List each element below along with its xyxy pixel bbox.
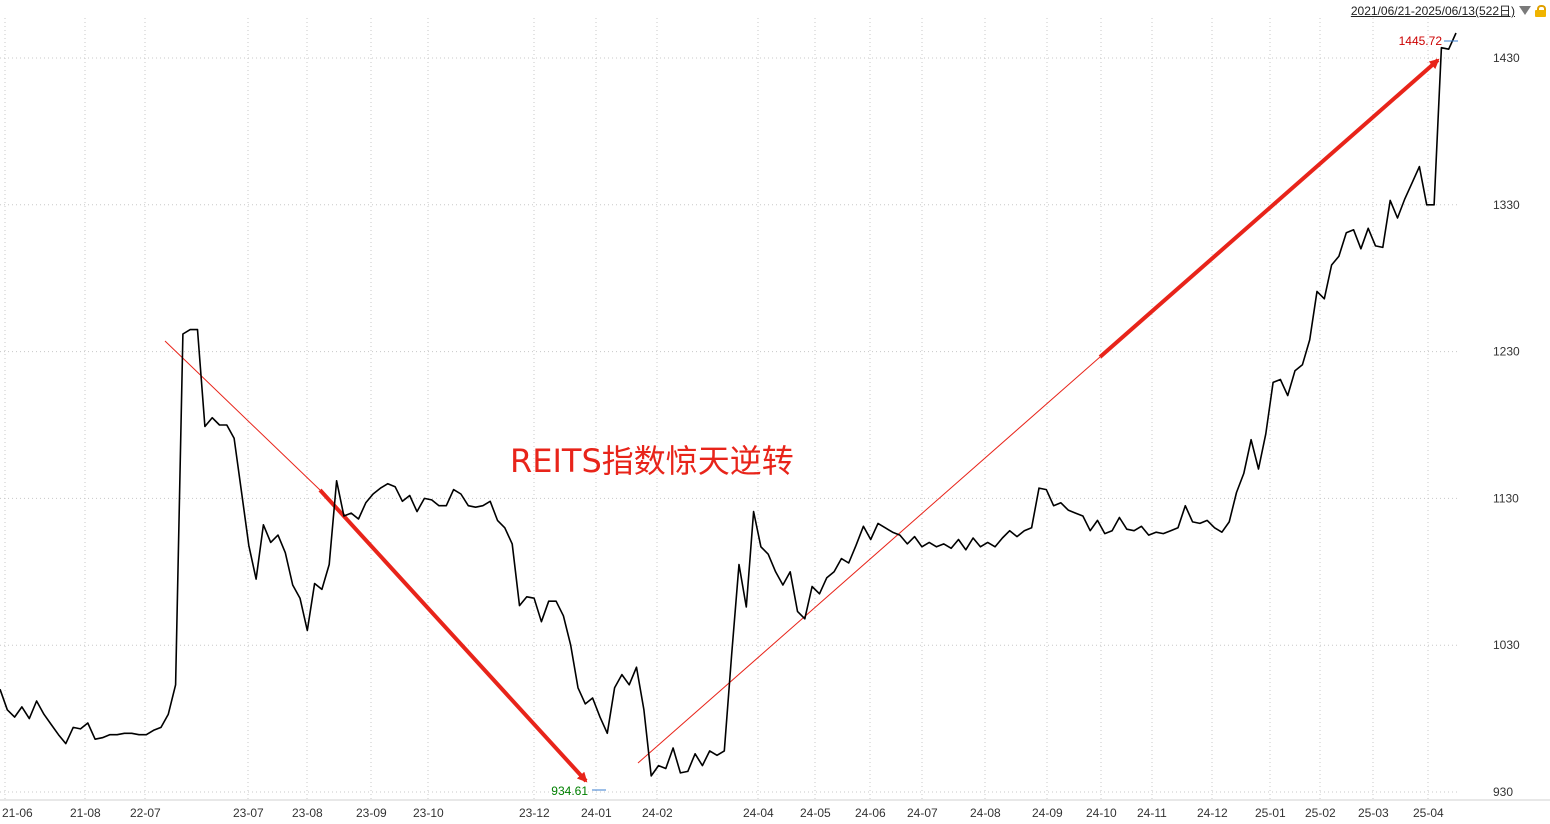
x-tick-label: 24-10 [1086, 806, 1117, 820]
x-tick-label: 24-02 [642, 806, 673, 820]
x-tick-label: 24-12 [1197, 806, 1228, 820]
date-range-bar: 2021/06/21-2025/06/13(522日) [1351, 2, 1546, 19]
x-tick-label: 25-03 [1358, 806, 1389, 820]
min-value-label: 934.61 [551, 784, 588, 798]
max-value-label: 1445.72 [1399, 34, 1443, 48]
x-tick-label: 25-02 [1305, 806, 1336, 820]
y-axis: 930 1030 1130 1230 1330 1430 [1493, 51, 1520, 799]
max-marker: 1445.72 [1399, 34, 1458, 48]
x-tick-label: 21-08 [70, 806, 101, 820]
annotation-title: REITS指数惊天逆转 [510, 442, 794, 480]
x-tick-label: 23-09 [356, 806, 387, 820]
x-tick-label: 25-04 [1413, 806, 1444, 820]
down-trend-arrow [318, 488, 588, 783]
x-axis: 21-06 21-08 22-07 23-07 23-08 23-09 23-10 23-12… [2, 806, 1444, 820]
up-trend-arrow [1098, 58, 1440, 359]
x-tick-label: 24-01 [581, 806, 612, 820]
price-line [0, 32, 1457, 777]
x-tick-label: 23-10 [413, 806, 444, 820]
x-tick-label: 24-11 [1137, 806, 1167, 820]
x-tick-label: 23-12 [519, 806, 550, 820]
unlock-icon[interactable] [1535, 4, 1546, 17]
y-tick-label: 1130 [1493, 491, 1519, 505]
x-tick-label: 22-07 [130, 806, 161, 820]
date-range-label[interactable]: 2021/06/21-2025/06/13(522日) [1350, 4, 1515, 18]
y-tick-label: 1230 [1493, 345, 1520, 359]
up-trend-thin-line [637, 356, 1101, 764]
x-tick-label: 23-08 [292, 806, 323, 820]
x-tick-label: 24-05 [800, 806, 831, 820]
x-tick-label: 23-07 [233, 806, 264, 820]
x-tick-label: 25-01 [1255, 806, 1286, 820]
y-tick-label: 1030 [1493, 638, 1520, 652]
x-tick-label: 24-07 [907, 806, 938, 820]
y-tick-label: 1430 [1493, 51, 1520, 65]
x-tick-label: 24-08 [970, 806, 1001, 820]
x-tick-label: 24-04 [743, 806, 774, 820]
y-tick-label: 930 [1493, 785, 1513, 799]
x-tick-label: 24-09 [1032, 806, 1063, 820]
x-tick-label: 24-06 [855, 806, 886, 820]
trend-arrows [164, 58, 1440, 783]
down-trend-thin-line [164, 340, 321, 491]
x-tick-label: 21-06 [2, 806, 33, 820]
min-marker: 934.61 [551, 784, 606, 798]
grid [0, 18, 1550, 801]
y-tick-label: 1330 [1493, 198, 1520, 212]
triangle-down-icon[interactable] [1519, 6, 1531, 15]
